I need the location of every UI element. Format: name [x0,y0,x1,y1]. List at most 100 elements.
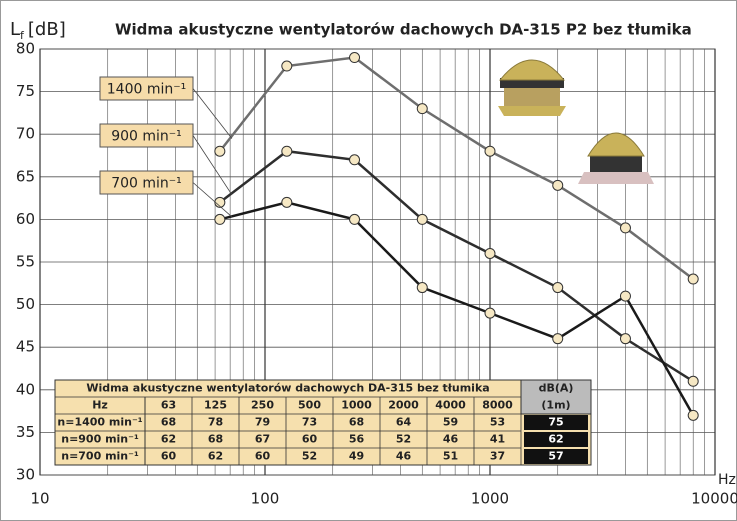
legend-label: 900 min⁻¹ [111,129,182,145]
table-header: 1000 [341,399,372,412]
y-tick-label: 75 [16,82,35,100]
data-point [619,222,631,234]
data-point [687,409,699,421]
x-axis-label: Hz [718,472,736,488]
y-tick-label: 45 [16,338,35,356]
table-cell: 78 [208,416,223,429]
table-header: 125 [204,399,227,412]
y-label-sub: f [20,29,25,42]
y-tick-label: 30 [16,466,35,484]
table-cell: 41 [490,433,505,446]
table: Widma akustyczne wentylatorów dachowych … [54,379,592,466]
legend-label: 700 min⁻¹ [111,176,182,192]
data-point [214,213,226,225]
legend-box [99,123,194,148]
series-line [218,56,694,281]
table-cell: 46 [443,433,459,446]
data-point [484,307,496,319]
data-point [281,60,293,72]
table-header: 4000 [435,399,466,412]
table-cell: 62 [208,450,223,463]
data-point [349,154,361,166]
legend-pointer [192,182,233,218]
table-cell: 56 [349,433,365,446]
table-header: Hz [92,399,108,412]
x-tick-label: 10000 [691,490,737,508]
legend-box [99,170,194,195]
y-tick-label: 55 [16,253,35,271]
data-point [281,145,293,157]
data-point [687,273,699,285]
table-cell: 79 [255,416,270,429]
data-point [619,333,631,345]
legend-pointer [192,88,233,139]
y-label-main: L [10,19,20,40]
table-cell: 67 [255,433,270,446]
dba-cell-bg [524,449,588,464]
table-cell: 52 [302,450,317,463]
table-row-label: n=1400 min⁻¹ [57,416,142,429]
legend-label: 1400 min⁻¹ [107,82,186,98]
table-cell: 62 [548,433,563,446]
table-header: (1m) [541,399,570,412]
table-cell: 37 [490,450,505,463]
table-cell: 60 [161,450,177,463]
data-point [416,213,428,225]
data-point [552,282,564,294]
data-point [687,375,699,387]
table-cell: 75 [548,416,563,429]
data-point [349,52,361,64]
table-cell: 73 [302,416,317,429]
data-point [214,145,226,157]
y-tick-label: 60 [16,210,35,228]
table-cell: 53 [490,416,505,429]
table-cell: 64 [396,416,412,429]
series-line [219,149,694,383]
y-tick-label: 40 [16,380,35,398]
table-header: 2000 [388,399,419,412]
data-point [416,282,428,294]
table-header: 8000 [482,399,513,412]
table-cell: 68 [208,433,223,446]
legend-pointer [192,135,233,195]
table-title: Widma akustyczne wentylatorów dachowych … [86,382,489,395]
y-tick-label: 65 [16,167,35,185]
table-header: 250 [251,399,274,412]
x-tick-label: 1000 [471,490,509,508]
x-tick-label: 100 [251,490,280,508]
table-header: 500 [298,399,321,412]
table-cell: 60 [302,433,318,446]
table-row-label: n=700 min⁻¹ [61,450,139,463]
fan-image [578,132,654,184]
table-cell: 46 [396,450,412,463]
dba-cell-bg [524,432,588,447]
y-label-unit: [dB] [28,19,66,40]
plot: 1400 min⁻¹ 900 min⁻¹ 700 min⁻¹ [99,52,699,421]
data-point [349,213,361,225]
data-point [484,247,496,259]
y-tick-label: 50 [16,295,35,313]
y-axis-label: Lf [dB] [10,19,66,42]
y-tick-label: 70 [16,125,35,143]
legend-box [99,76,194,101]
table-cell: 51 [443,450,458,463]
table-cell: 68 [161,416,176,429]
data-point [214,196,226,208]
table-cell: 59 [443,416,458,429]
dba-header-bg [520,379,592,415]
table-header: 63 [161,399,176,412]
table-row-label: n=900 min⁻¹ [61,433,139,446]
data-point [484,145,496,157]
table-cell: 57 [548,450,563,463]
y-tick-label: 35 [16,423,35,441]
table-cell: 49 [349,450,364,463]
data-point [552,179,564,191]
table-cell: 68 [349,416,364,429]
x-tick-label: 10 [30,490,49,508]
y-tick-label: 80 [16,40,35,58]
table-cell: 62 [161,433,176,446]
data-point [416,103,428,115]
table-cell: 52 [396,433,411,446]
table-header: dB(A) [539,382,574,395]
